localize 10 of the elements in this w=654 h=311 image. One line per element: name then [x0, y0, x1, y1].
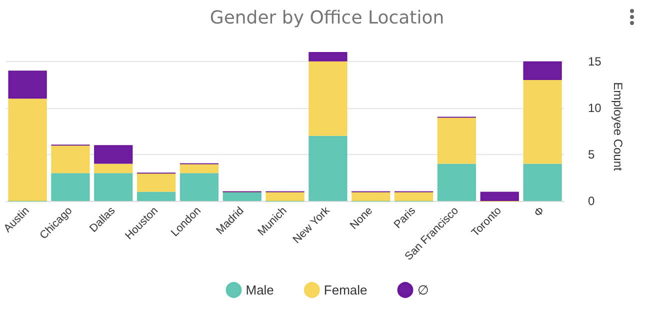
x-tick-label: Φ — [532, 204, 547, 220]
y-tick-label: 0 — [588, 194, 595, 208]
y-tick-label: 15 — [588, 54, 602, 68]
y-tick-label: 10 — [588, 100, 602, 115]
y-tick-label: 5 — [588, 147, 595, 162]
chart-title: Gender by Office Location — [210, 8, 444, 28]
legend-label: ∅ — [417, 282, 428, 298]
legend-label: Female — [324, 282, 368, 298]
y-axis-title: Employee Count — [611, 82, 626, 172]
legend-label: Male — [246, 282, 274, 298]
